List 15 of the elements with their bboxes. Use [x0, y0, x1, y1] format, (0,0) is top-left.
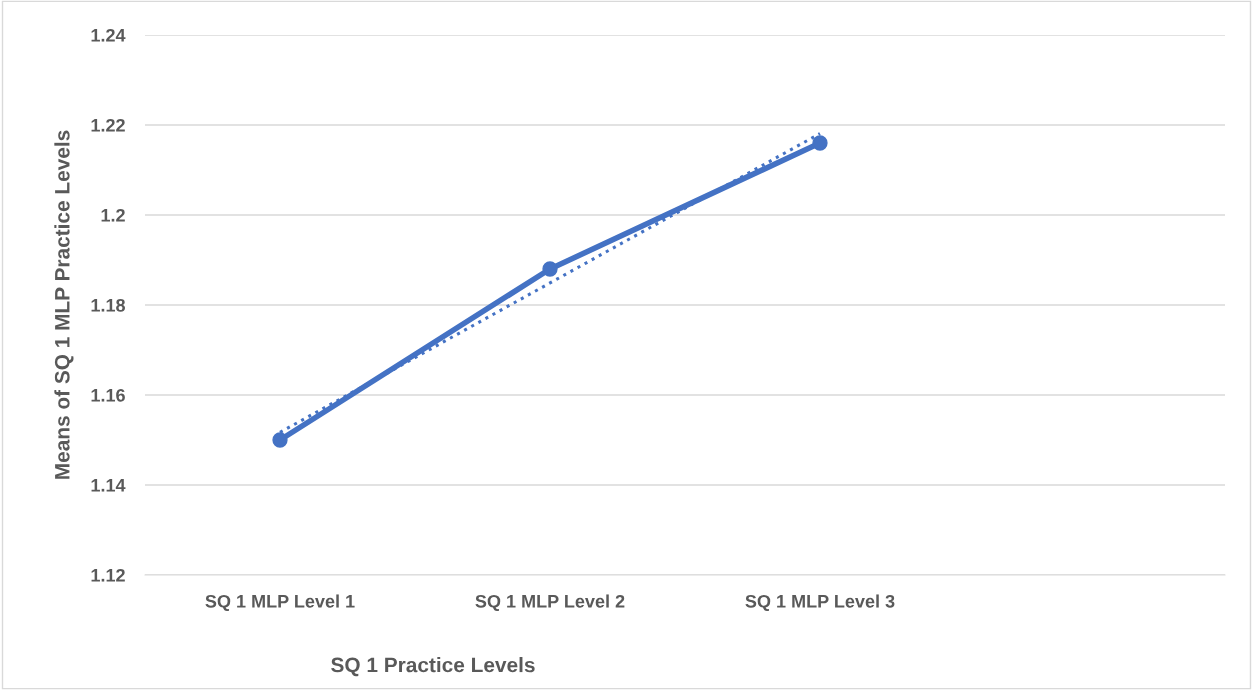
point	[272, 432, 288, 448]
y-tick-label: 1.2	[101, 208, 125, 222]
y-tick-label: 1.22	[91, 118, 125, 132]
x-tick-label: SQ 1 MLP Level 3	[745, 594, 895, 612]
y-tick-label: 1.24	[91, 28, 126, 42]
y-tick-label: 1.12	[91, 568, 125, 582]
y-axis-title: Means of SQ 1 MLP Practice Levels	[54, 130, 74, 479]
point	[542, 261, 558, 277]
point	[812, 135, 828, 151]
y-tick-label: 1.14	[91, 479, 126, 492]
x-tick-label: SQ 1 MLP Level 2	[475, 594, 625, 612]
y-tick-label: 1.16	[91, 388, 125, 402]
x-tick-label: SQ 1 MLP Level 1	[205, 594, 355, 612]
x-axis-title: SQ 1 Practice Levels	[331, 657, 535, 677]
y-tick-label: 1.18	[91, 298, 126, 312]
